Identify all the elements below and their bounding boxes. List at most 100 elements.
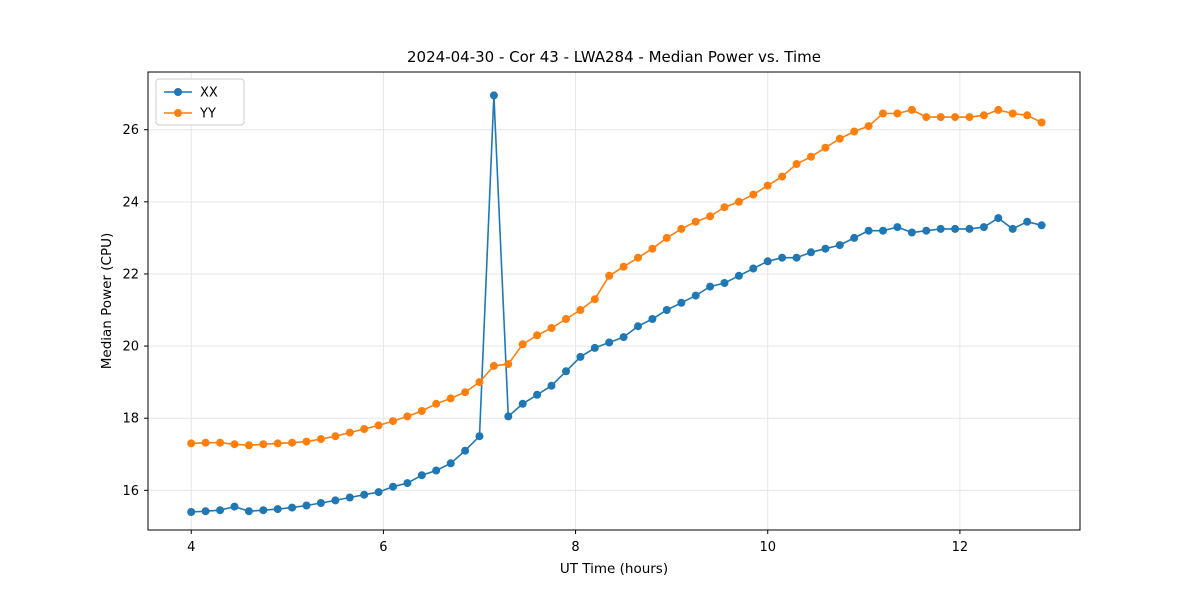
data-point-xx [345,493,354,502]
data-point-yy [576,306,585,314]
data-point-xx [187,508,196,516]
data-point-yy [374,421,383,430]
data-point-yy [1023,111,1032,120]
data-point-xx [518,399,527,408]
data-point-yy [994,105,1003,114]
data-point-xx [763,257,772,266]
data-point-yy [605,271,614,280]
data-point-yy [230,440,239,449]
data-point-yy [360,425,369,433]
x-tick-label: 12 [952,540,969,555]
data-point-yy [273,439,282,448]
data-point-yy [187,439,196,448]
y-tick-label: 20 [122,340,139,355]
data-point-xx [504,412,513,421]
data-point-xx [965,224,974,233]
data-point-xx [475,432,484,441]
data-point-yy [302,437,311,446]
series-line-yy [191,109,1042,447]
data-point-xx [1037,221,1046,230]
data-point-xx [619,333,628,342]
data-point-yy [244,441,253,450]
data-point-yy [345,428,354,437]
data-point-xx [590,343,599,352]
data-point-yy [331,432,340,441]
data-point-xx [331,496,340,505]
y-tick-label: 16 [122,484,139,499]
data-point-xx [835,241,844,250]
data-point-xx [446,459,455,468]
data-point-xx [389,482,397,491]
legend-label-yy: YY [199,107,216,122]
data-point-xx [288,503,297,512]
data-point-xx [244,507,253,516]
data-point-yy [201,438,210,447]
data-point-yy [979,111,988,120]
y-tick-label: 18 [122,412,139,427]
data-point-yy [475,378,484,387]
data-point-yy [1008,109,1017,118]
data-point-yy [749,190,758,199]
data-point-yy [677,224,686,233]
data-point-xx [821,244,830,253]
data-point-xx [792,253,801,262]
data-point-yy [216,438,225,447]
data-point-xx [562,367,570,376]
data-point-yy [792,160,801,168]
data-point-xx [302,501,311,510]
data-point-yy [691,217,700,226]
data-point-xx [417,471,426,480]
data-point-yy [446,394,455,403]
data-point-xx [547,381,556,390]
data-point-yy [648,244,657,253]
plot-border [147,71,1081,531]
data-point-xx [907,228,916,237]
data-point-yy [936,113,945,122]
data-point-yy [951,113,960,122]
chart-title: 2024-04-30 - Cor 43 - LWA284 - Median Po… [407,48,821,66]
y-tick-label: 24 [122,195,139,210]
data-point-xx [720,279,729,287]
legend-marker-yy [174,109,182,117]
data-point-yy [734,197,743,206]
data-point-yy [403,412,412,421]
data-point-xx [216,506,225,515]
data-point-xx [533,390,542,399]
data-point-yy [1037,118,1046,127]
data-point-xx [879,226,887,235]
data-point-yy [547,324,556,332]
data-point-xx [706,282,715,291]
data-point-xx [850,233,859,242]
data-point-yy [590,295,599,304]
data-point-yy [562,315,570,323]
data-point-xx [230,502,239,511]
data-point-yy [807,152,815,161]
data-point-yy [518,340,527,349]
y-tick-label: 22 [122,267,139,282]
x-tick-label: 8 [571,540,579,555]
data-point-xx [461,446,470,455]
data-point-yy [835,134,844,143]
data-point-xx [691,291,700,300]
data-point-xx [1008,224,1017,233]
data-point-xx [807,248,815,257]
data-point-xx [922,226,931,235]
data-point-xx [273,505,282,514]
data-point-xx [432,466,441,475]
data-point-xx [605,338,614,347]
data-point-xx [994,214,1003,223]
data-point-yy [706,212,715,221]
data-point-yy [259,440,268,449]
data-point-yy [850,127,859,136]
data-point-yy [533,331,542,340]
legend-marker-xx [174,88,182,96]
data-point-yy [288,438,297,447]
data-point-yy [489,361,498,370]
data-point-yy [389,417,397,426]
data-point-xx [677,298,686,307]
x-tick-label: 6 [379,540,387,555]
data-point-xx [778,253,787,262]
data-point-xx [374,488,383,497]
